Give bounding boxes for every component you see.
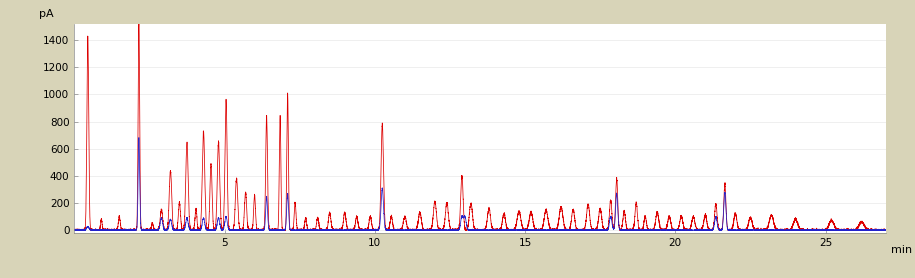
X-axis label: min: min <box>891 245 912 255</box>
Y-axis label: pA: pA <box>38 9 53 19</box>
